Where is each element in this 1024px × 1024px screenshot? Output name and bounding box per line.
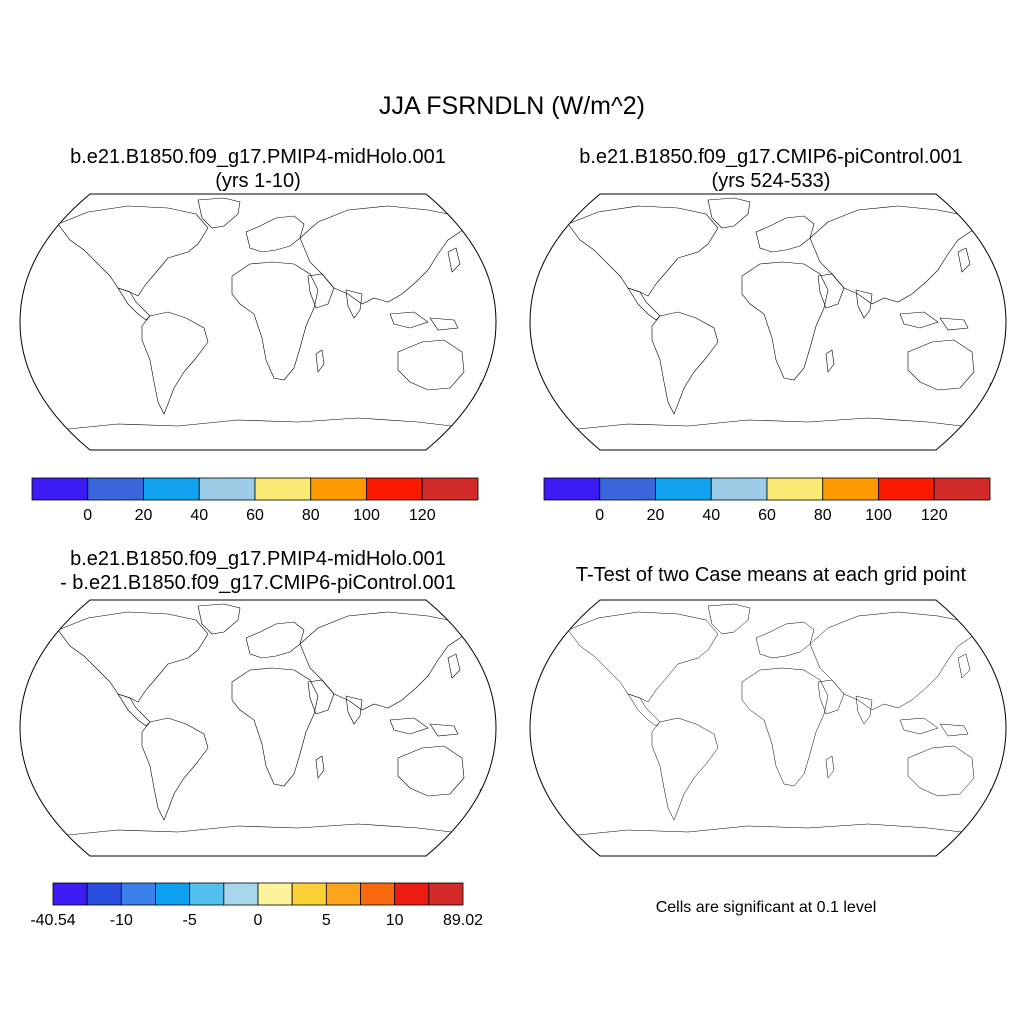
colorbar-tick-label: -10 [110, 912, 133, 929]
colorbar-box [543, 477, 601, 501]
colorbar-box [421, 477, 479, 501]
colorbar-tick-label: 80 [302, 507, 320, 524]
colorbar-tick-label: 89.02 [443, 912, 483, 929]
colorbar-picontrol: 0 20 40 60 80 100 120 [543, 477, 991, 524]
colorbar-difference: -40.54 -10 -5 0 5 10 89.02 [30, 882, 483, 929]
colorbar-box [31, 477, 89, 501]
colorbar-box [143, 477, 200, 501]
colorbar-box [766, 477, 824, 501]
colorbar-box [257, 882, 293, 906]
map-picontrol [529, 193, 1007, 451]
colorbar-box [52, 882, 88, 906]
colorbar-tick-label: 0 [595, 507, 604, 524]
colorbar-tick-label: 20 [135, 507, 153, 524]
colorbar-tick-label: 120 [409, 507, 436, 524]
panel-3-title: b.e21.B1850.f09_g17.PMIP4-midHolo.001 - … [18, 547, 498, 595]
map-midholo [19, 193, 497, 451]
colorbar-tick-label: 10 [386, 912, 404, 929]
colorbar-tick-label: 60 [246, 507, 264, 524]
colorbar-tick-label: 20 [647, 507, 665, 524]
colorbar-box [655, 477, 712, 501]
colorbar-box [822, 477, 879, 501]
colorbar-tick-label: 40 [702, 507, 720, 524]
colorbar-box [223, 882, 259, 906]
colorbar-box [120, 882, 156, 906]
colorbar-box [254, 477, 312, 501]
colorbar-box [933, 477, 991, 501]
panel-2-title-line1: b.e21.B1850.f09_g17.CMIP6-piControl.001 [579, 146, 963, 168]
colorbar-box [291, 882, 327, 906]
significance-note: Cells are significant at 0.1 level [655, 899, 877, 916]
colorbar-box [155, 882, 191, 906]
colorbar-box [394, 882, 430, 906]
colorbar-tick-label: 60 [758, 507, 776, 524]
panel-4-title: T-Test of two Case means at each grid po… [528, 563, 1014, 587]
colorbar-box [878, 477, 935, 501]
colorbar-box [360, 882, 396, 906]
colorbar-box [428, 882, 464, 906]
panel-3-title-line1: b.e21.B1850.f09_g17.PMIP4-midHolo.001 [70, 548, 446, 570]
colorbar-tick-label: 0 [83, 507, 92, 524]
panel-3-title-line2: - b.e21.B1850.f09_g17.CMIP6-piControl.00… [60, 572, 456, 594]
map-significance [529, 599, 1007, 857]
colorbar-box [198, 477, 256, 501]
colorbar-box [366, 477, 423, 501]
panel-2-title-line2: (yrs 524-533) [711, 170, 831, 192]
colorbar-box [325, 882, 361, 906]
colorbar-tick-label: 100 [353, 507, 380, 524]
colorbar-box [86, 882, 122, 906]
colorbar-box [189, 882, 225, 906]
colorbar-tick-label: 5 [322, 912, 331, 929]
colorbar-tick-label: 40 [190, 507, 208, 524]
panel-1-title-line1: b.e21.B1850.f09_g17.PMIP4-midHolo.001 [70, 146, 446, 168]
colorbar-box [599, 477, 656, 501]
colorbar-tick-label: -5 [183, 912, 197, 929]
panel-2-title: b.e21.B1850.f09_g17.CMIP6-piControl.001 … [528, 145, 1014, 193]
colorbar-tick-label: 0 [254, 912, 263, 929]
colorbar-box [87, 477, 144, 501]
colorbar-tick-label: 80 [814, 507, 832, 524]
colorbar-tick-label: 100 [865, 507, 892, 524]
panel-1-title: b.e21.B1850.f09_g17.PMIP4-midHolo.001 (y… [18, 145, 498, 193]
colorbar-midholo: 0 20 40 60 80 100 120 [31, 477, 479, 524]
panel-4-title-line1: T-Test of two Case means at each grid po… [575, 564, 967, 586]
map-difference [19, 599, 497, 857]
colorbar-tick-label: 120 [921, 507, 948, 524]
panel-1-title-line2: (yrs 1-10) [215, 170, 301, 192]
colorbar-box [710, 477, 768, 501]
figure-title: JJA FSRNDLN (W/m^2) [379, 92, 645, 120]
colorbar-box [310, 477, 367, 501]
colorbar-tick-label: -40.54 [30, 912, 75, 929]
